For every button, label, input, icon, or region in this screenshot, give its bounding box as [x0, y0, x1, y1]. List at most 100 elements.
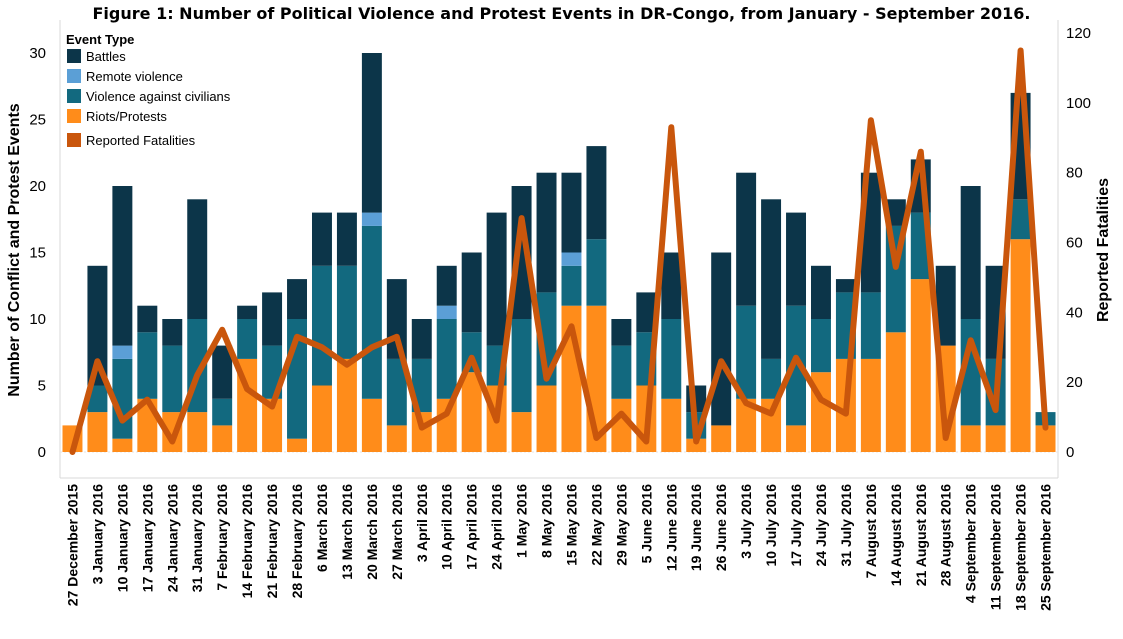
legend-label-remote-violence: Remote violence — [86, 69, 183, 84]
bar-riots-protests-8 — [262, 398, 283, 452]
fatalities-point-29 — [794, 356, 798, 360]
bar-battles-27 — [736, 172, 757, 306]
bar-remote-violence-2 — [112, 345, 133, 359]
fatalities-point-17 — [495, 419, 499, 423]
fatalities-point-6 — [220, 328, 224, 332]
bar-violence-against-civilians-6 — [212, 398, 233, 426]
bar-violence-against-civilians-22 — [611, 345, 632, 399]
bar-violence-against-civilians-10 — [311, 265, 332, 386]
x-tick-label-12: 20 March 2016 — [364, 484, 380, 580]
fatalities-point-14 — [420, 426, 424, 430]
fatalities-point-2 — [120, 419, 124, 423]
bar-violence-against-civilians-38 — [1010, 199, 1031, 240]
bar-riots-protests-36 — [960, 425, 981, 452]
bar-riots-protests-27 — [736, 398, 757, 452]
x-tick-label-26: 26 June 2016 — [713, 484, 729, 571]
bar-battles-15 — [436, 265, 457, 306]
legend-swatch-reported-fatalities — [67, 133, 81, 147]
bar-battles-12 — [361, 53, 382, 213]
y-tick-label-0: 0 — [38, 444, 46, 461]
legend-swatch-violence-against-civilians — [67, 89, 81, 103]
bar-riots-protests-18 — [511, 412, 532, 452]
bar-riots-protests-29 — [786, 425, 807, 452]
x-tick-label-35: 28 August 2016 — [938, 484, 954, 586]
x-tick-label-22: 29 May 2016 — [613, 484, 629, 566]
bar-riots-protests-9 — [287, 438, 308, 452]
x-tick-label-10: 6 March 2016 — [314, 484, 330, 572]
bar-battles-1 — [87, 265, 108, 386]
y2-tick-label-120: 120 — [1066, 25, 1091, 42]
fatalities-point-12 — [370, 345, 374, 349]
bar-battles-19 — [536, 172, 557, 293]
bar-riots-protests-6 — [212, 425, 233, 452]
x-tick-label-6: 7 February 2016 — [214, 484, 230, 591]
legend-swatch-battles — [67, 49, 81, 63]
fatalities-point-7 — [245, 387, 249, 391]
bar-battles-6 — [212, 345, 233, 399]
bar-battles-23 — [636, 292, 657, 333]
y2-tick-label-60: 60 — [1066, 235, 1083, 252]
fatalities-point-33 — [894, 265, 898, 269]
y-tick-label-30: 30 — [29, 45, 46, 62]
bar-remote-violence-20 — [561, 252, 582, 266]
legend-swatch-remote-violence — [67, 69, 81, 83]
bars-layer — [62, 53, 1056, 452]
bar-battles-5 — [187, 199, 208, 319]
x-tick-label-30: 24 July 2016 — [813, 484, 829, 567]
bar-riots-protests-33 — [885, 332, 906, 452]
bar-battles-21 — [586, 146, 607, 240]
bar-riots-protests-38 — [1010, 239, 1031, 452]
bar-violence-against-civilians-11 — [336, 265, 357, 359]
y2-tick-label-0: 0 — [1066, 444, 1074, 461]
legend-label-riots-protests: Riots/Protests — [86, 109, 167, 124]
bar-riots-protests-10 — [311, 385, 332, 452]
fatalities-point-35 — [944, 436, 948, 440]
x-tick-label-39: 25 September 2016 — [1038, 484, 1054, 611]
bar-violence-against-civilians-30 — [810, 319, 831, 373]
bar-battles-16 — [461, 252, 482, 333]
x-tick-label-17: 24 April 2016 — [489, 484, 505, 570]
bar-violence-against-civilians-24 — [661, 319, 682, 399]
ticks-layer: 0 5 10 15 20 25 30 0 20 40 60 80 100 120 27 December 2… — [6, 25, 1112, 611]
x-tick-label-8: 21 February 2016 — [264, 484, 280, 599]
y2-tick-label-40: 40 — [1066, 304, 1083, 321]
fatalities-line-layer — [69, 47, 1049, 455]
legend-swatch-riots-protests — [67, 109, 81, 123]
bar-battles-28 — [761, 199, 782, 359]
bar-riots-protests-16 — [461, 372, 482, 452]
bar-battles-35 — [935, 265, 956, 346]
fatalities-point-30 — [819, 398, 823, 402]
x-tick-label-11: 13 March 2016 — [339, 484, 355, 580]
bar-violence-against-civilians-7 — [237, 319, 258, 359]
x-tick-label-13: 27 March 2016 — [389, 484, 405, 580]
bar-riots-protests-12 — [361, 398, 382, 452]
x-tick-label-7: 14 February 2016 — [239, 484, 255, 599]
bar-riots-protests-19 — [536, 385, 557, 452]
bar-remote-violence-15 — [436, 305, 457, 319]
fatalities-point-8 — [270, 405, 274, 409]
y-tick-label-10: 10 — [29, 311, 46, 328]
chart-title: Figure 1: Number of Political Violence a… — [92, 4, 1031, 23]
bar-riots-protests-1 — [87, 412, 108, 452]
x-tick-label-32: 7 August 2016 — [863, 484, 879, 579]
bar-violence-against-civilians-29 — [786, 305, 807, 426]
bar-battles-20 — [561, 172, 582, 253]
bar-riots-protests-13 — [386, 425, 407, 452]
fatalities-point-20 — [569, 324, 573, 328]
bar-battles-18 — [511, 186, 532, 319]
x-tick-label-1: 3 January 2016 — [89, 484, 105, 585]
y2-tick-label-80: 80 — [1066, 165, 1083, 182]
bar-battles-14 — [411, 319, 432, 359]
bar-battles-10 — [311, 212, 332, 266]
fatalities-point-38 — [1019, 48, 1023, 52]
fatalities-point-1 — [95, 359, 99, 363]
x-tick-label-34: 21 August 2016 — [913, 484, 929, 586]
bar-violence-against-civilians-13 — [386, 358, 407, 426]
bar-battles-26 — [711, 252, 732, 426]
y-tick-label-5: 5 — [38, 378, 46, 395]
fatalities-point-5 — [195, 373, 199, 377]
bar-violence-against-civilians-21 — [586, 239, 607, 306]
fatalities-point-36 — [969, 338, 973, 342]
bar-battles-9 — [287, 279, 308, 319]
